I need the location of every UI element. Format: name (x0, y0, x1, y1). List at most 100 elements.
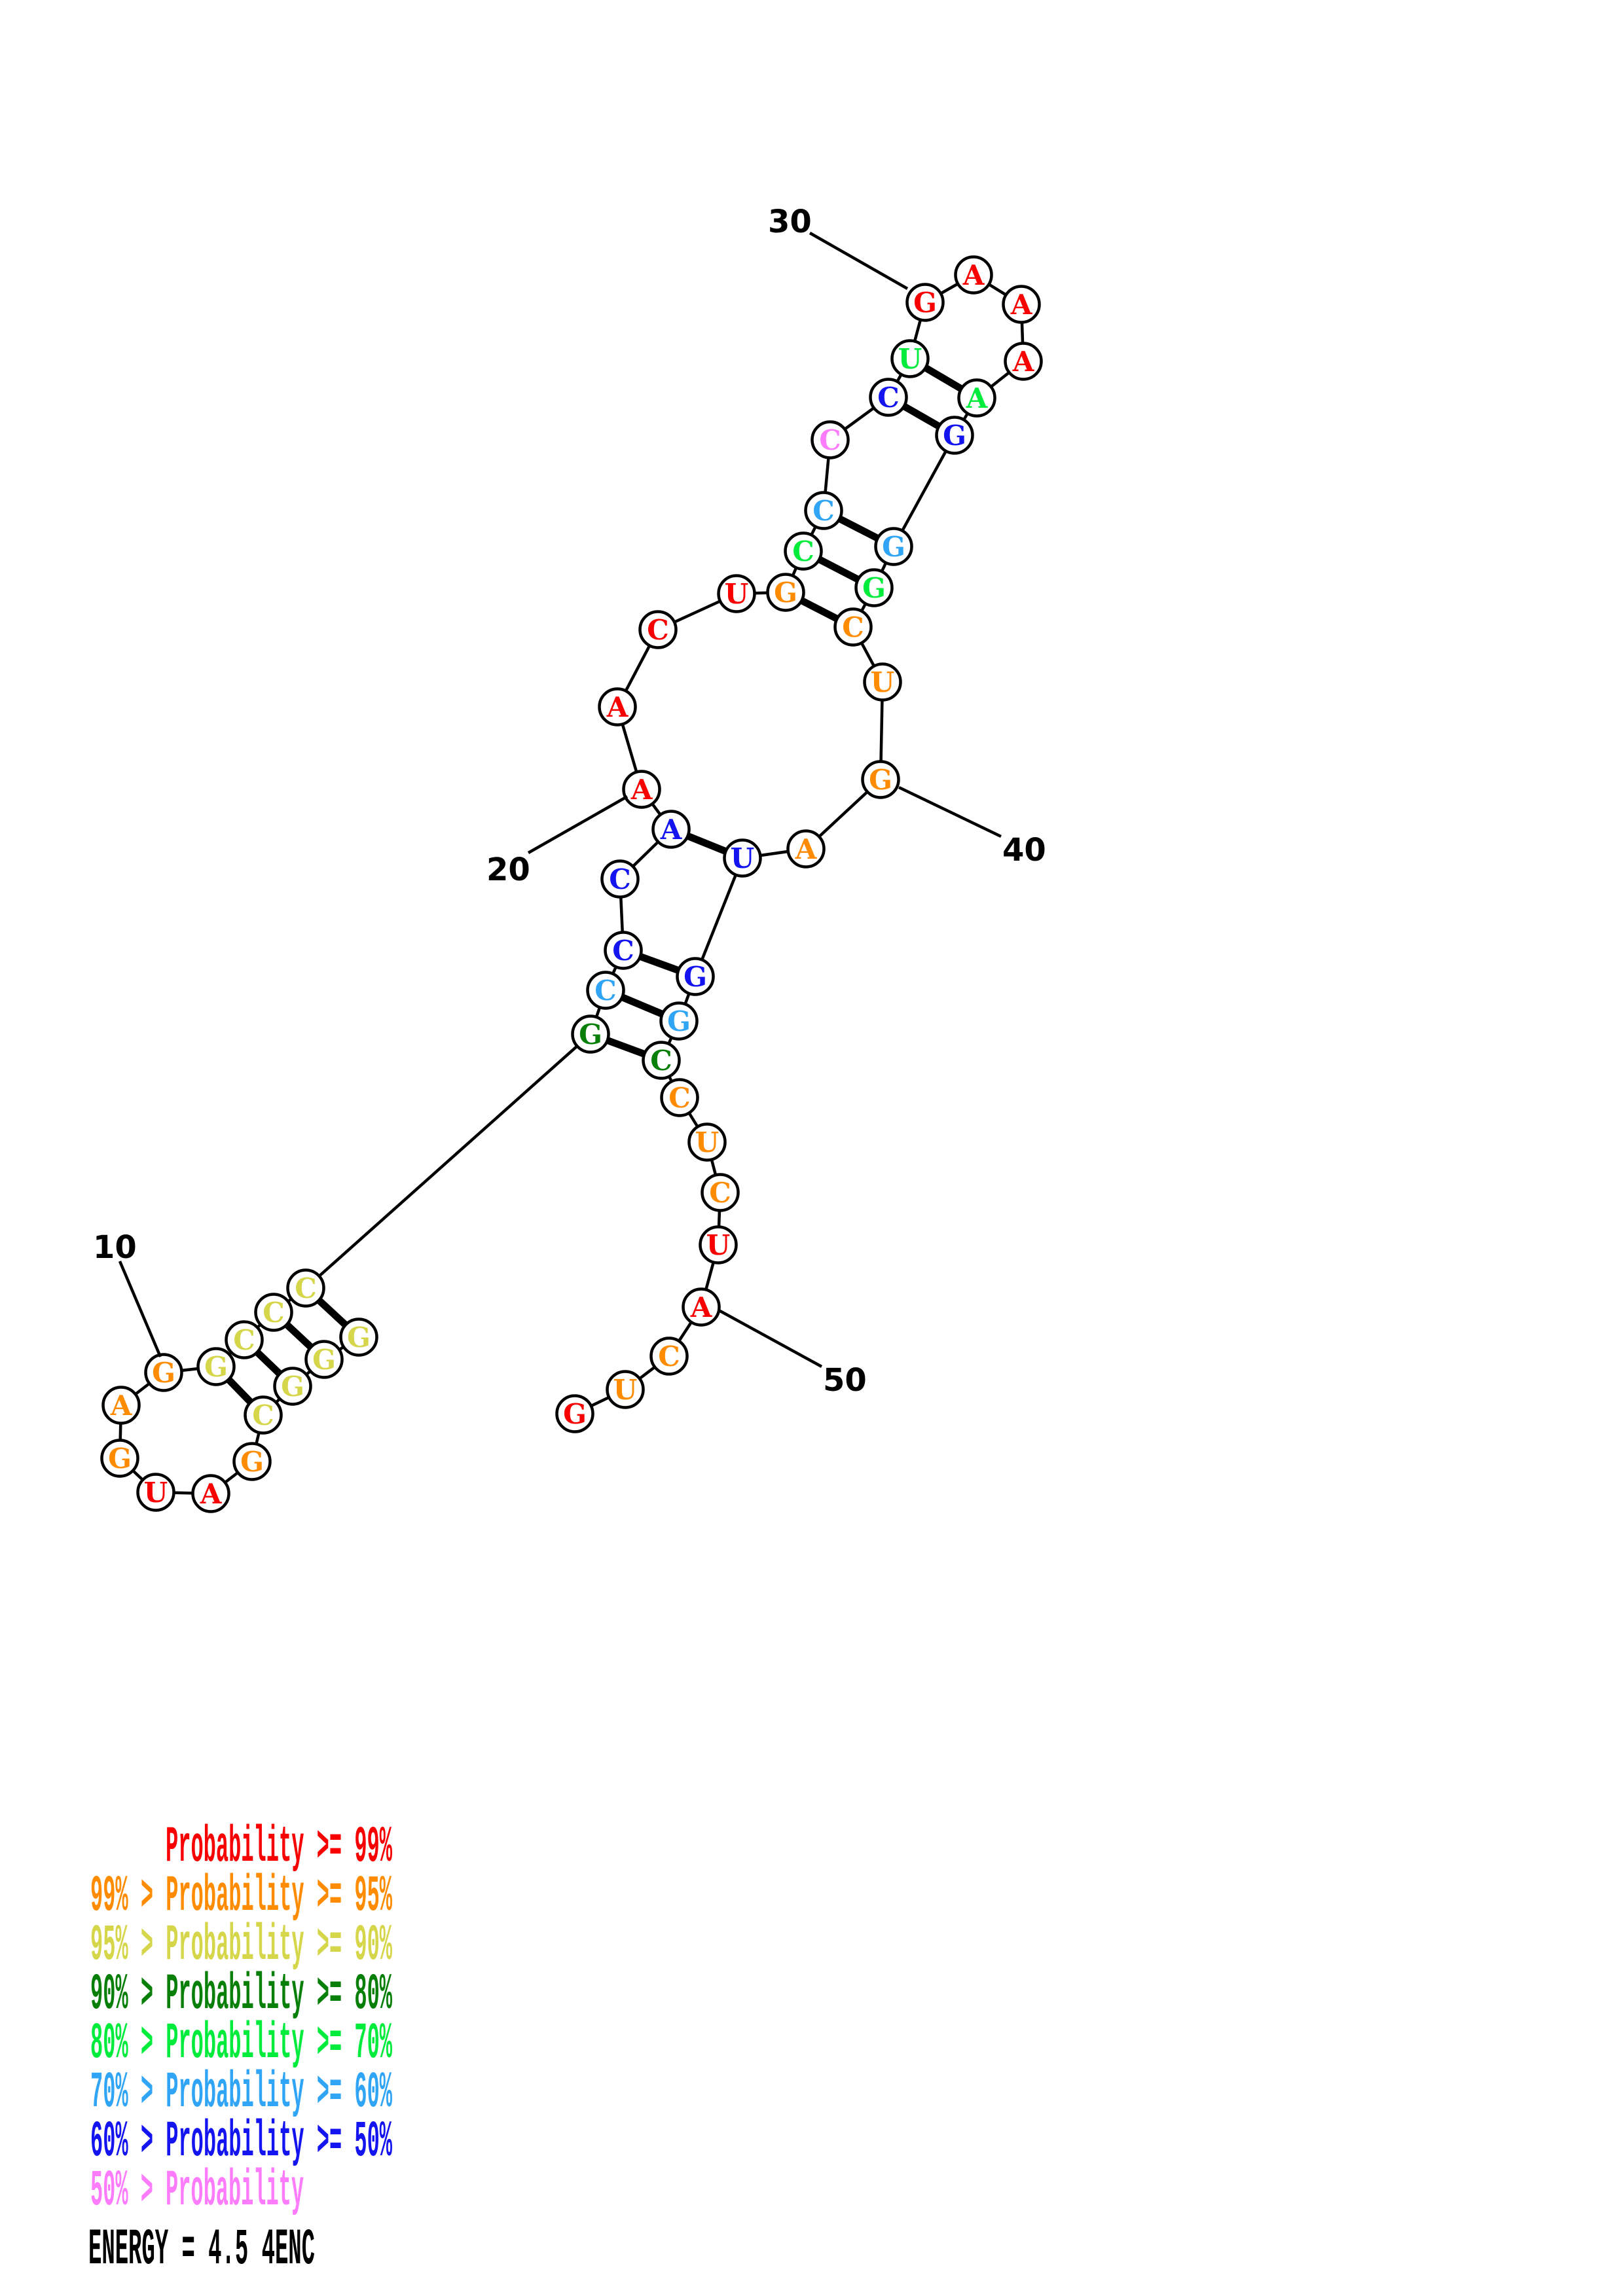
nucleotide-letter: U (871, 666, 895, 698)
legend-row-p60: 70% > Probability >= 60% (90, 2064, 392, 2122)
nucleotide-letter: G (563, 1398, 587, 1430)
nucleotide-C38: C (833, 607, 873, 647)
nucleotide-letter: G (204, 1351, 228, 1383)
nucleotide-A50: A (682, 1287, 721, 1327)
legend-row-p90: 95% > Probability >= 90% (90, 1917, 392, 1975)
nucleotide-letter: G (240, 1446, 264, 1478)
nucleotide-C46: C (660, 1078, 699, 1117)
nucleotide-letter: G (913, 287, 937, 319)
nucleotide-letter: A (1012, 346, 1035, 378)
nucleotide-circle (604, 931, 643, 970)
nucleotide-U49: U (699, 1225, 738, 1265)
nucleotide-C16: C (586, 971, 625, 1010)
nucleotide-A34: A (957, 378, 996, 418)
nucleotide-letter: C (263, 1297, 284, 1329)
position-label-line-10 (118, 1261, 162, 1357)
nucleotide-G1: G (339, 1318, 378, 1357)
nucleotide-letter: U (731, 842, 755, 874)
nucleotide-circle (586, 971, 625, 1010)
nucleotide-U42: U (723, 838, 762, 878)
position-label-20: 20 (486, 852, 530, 888)
nucleotide-circle (861, 760, 900, 799)
nucleotide-circle (701, 1173, 740, 1212)
nucleotide-letter: G (862, 572, 886, 604)
nucleotide-circle (869, 378, 908, 417)
legend-row-p99: Probability >= 99% (166, 1819, 392, 1876)
nucleotide-G8: G (100, 1439, 139, 1478)
nucleotide-circle (1002, 285, 1041, 324)
nucleotide-G40: G (861, 760, 900, 799)
position-label-line-20 (527, 795, 629, 854)
nucleotide-U39: U (863, 662, 902, 702)
nucleotide-circle (273, 1367, 312, 1406)
nucleotide-A9: A (101, 1386, 141, 1425)
nucleotide-circle (622, 770, 661, 809)
nucleotide-letter: G (347, 1321, 371, 1354)
nucleotide-letter: C (612, 935, 634, 967)
nucleotide-circle (863, 662, 902, 702)
nucleotide-C4: C (244, 1395, 283, 1435)
nucleotide-G10: G (144, 1353, 183, 1392)
nucleotide-circle (804, 491, 843, 530)
nucleotide-G3: G (273, 1367, 312, 1406)
position-label-50: 50 (823, 1362, 867, 1399)
nucleotide-C26: C (804, 491, 843, 530)
nucleotide-G30: G (905, 283, 945, 322)
nucleotide-circle (225, 1320, 264, 1359)
nucleotide-letter: C (877, 382, 899, 414)
backbone-segment-42-43 (693, 857, 744, 977)
position-label-line-50 (718, 1309, 823, 1368)
nucleotide-C45: C (642, 1041, 681, 1080)
nucleotide-C25: C (784, 531, 823, 571)
nucleotide-letter: C (594, 975, 616, 1007)
nucleotide-circle (682, 1287, 721, 1327)
nucleotide-letter: U (613, 1374, 638, 1406)
nucleotide-C27: C (811, 420, 850, 459)
nucleotide-circle (651, 810, 691, 849)
nucleotide-C13: C (254, 1293, 293, 1332)
nucleotide-A32: A (1002, 285, 1041, 324)
nucleotide-letter: G (882, 531, 905, 563)
nucleotide-circle (784, 531, 823, 571)
nucleotide-letter: C (842, 611, 864, 643)
nucleotide-G15: G (571, 1014, 610, 1054)
nucleotide-circle (642, 1041, 681, 1080)
backbone-segment-35-36 (892, 434, 956, 548)
nucleotide-U7: U (136, 1473, 175, 1512)
nucleotide-circle (286, 1268, 325, 1308)
nucleotide-circle (905, 283, 945, 322)
nucleotide-letter: A (966, 382, 989, 414)
legend-row-p95: 99% > Probability >= 95% (90, 1868, 392, 1926)
nucleotide-circle (890, 339, 930, 378)
nucleotide-G2: G (304, 1340, 344, 1379)
nucleotide-letter: U (898, 343, 922, 375)
nucleotide-C51: C (649, 1336, 689, 1376)
nucleotide-circle (1004, 342, 1043, 381)
nucleotide-circle (786, 829, 826, 869)
nucleotide-circle (811, 420, 850, 459)
nucleotide-letter: A (962, 259, 985, 291)
nucleotide-letter: G (774, 577, 797, 609)
nucleotide-letter: C (812, 495, 834, 527)
nucleotide-letter: A (606, 691, 629, 723)
nucleotide-circle (659, 1001, 699, 1041)
nucleotide-circle (144, 1353, 183, 1392)
nucleotide-letter: A (690, 1291, 713, 1323)
nucleotide-circle (649, 1336, 689, 1376)
nucleotide-letter: C (650, 1045, 672, 1077)
nucleotide-circle (833, 607, 873, 647)
nucleotide-letter: G (579, 1018, 602, 1050)
nucleotide-circle (136, 1473, 175, 1512)
nucleotide-G37: G (854, 568, 894, 607)
position-label-10: 10 (93, 1229, 137, 1266)
position-label-40: 40 (1002, 832, 1046, 869)
nucleotide-circle (957, 378, 996, 418)
nucleotide-circle (606, 1370, 645, 1409)
nucleotide-G43: G (676, 957, 715, 996)
nucleotide-letter: U (706, 1229, 731, 1261)
nucleotide-circle (874, 527, 913, 566)
nucleotide-circle (723, 838, 762, 878)
nucleotide-circle (555, 1394, 594, 1433)
nucleotide-circle (687, 1122, 727, 1162)
